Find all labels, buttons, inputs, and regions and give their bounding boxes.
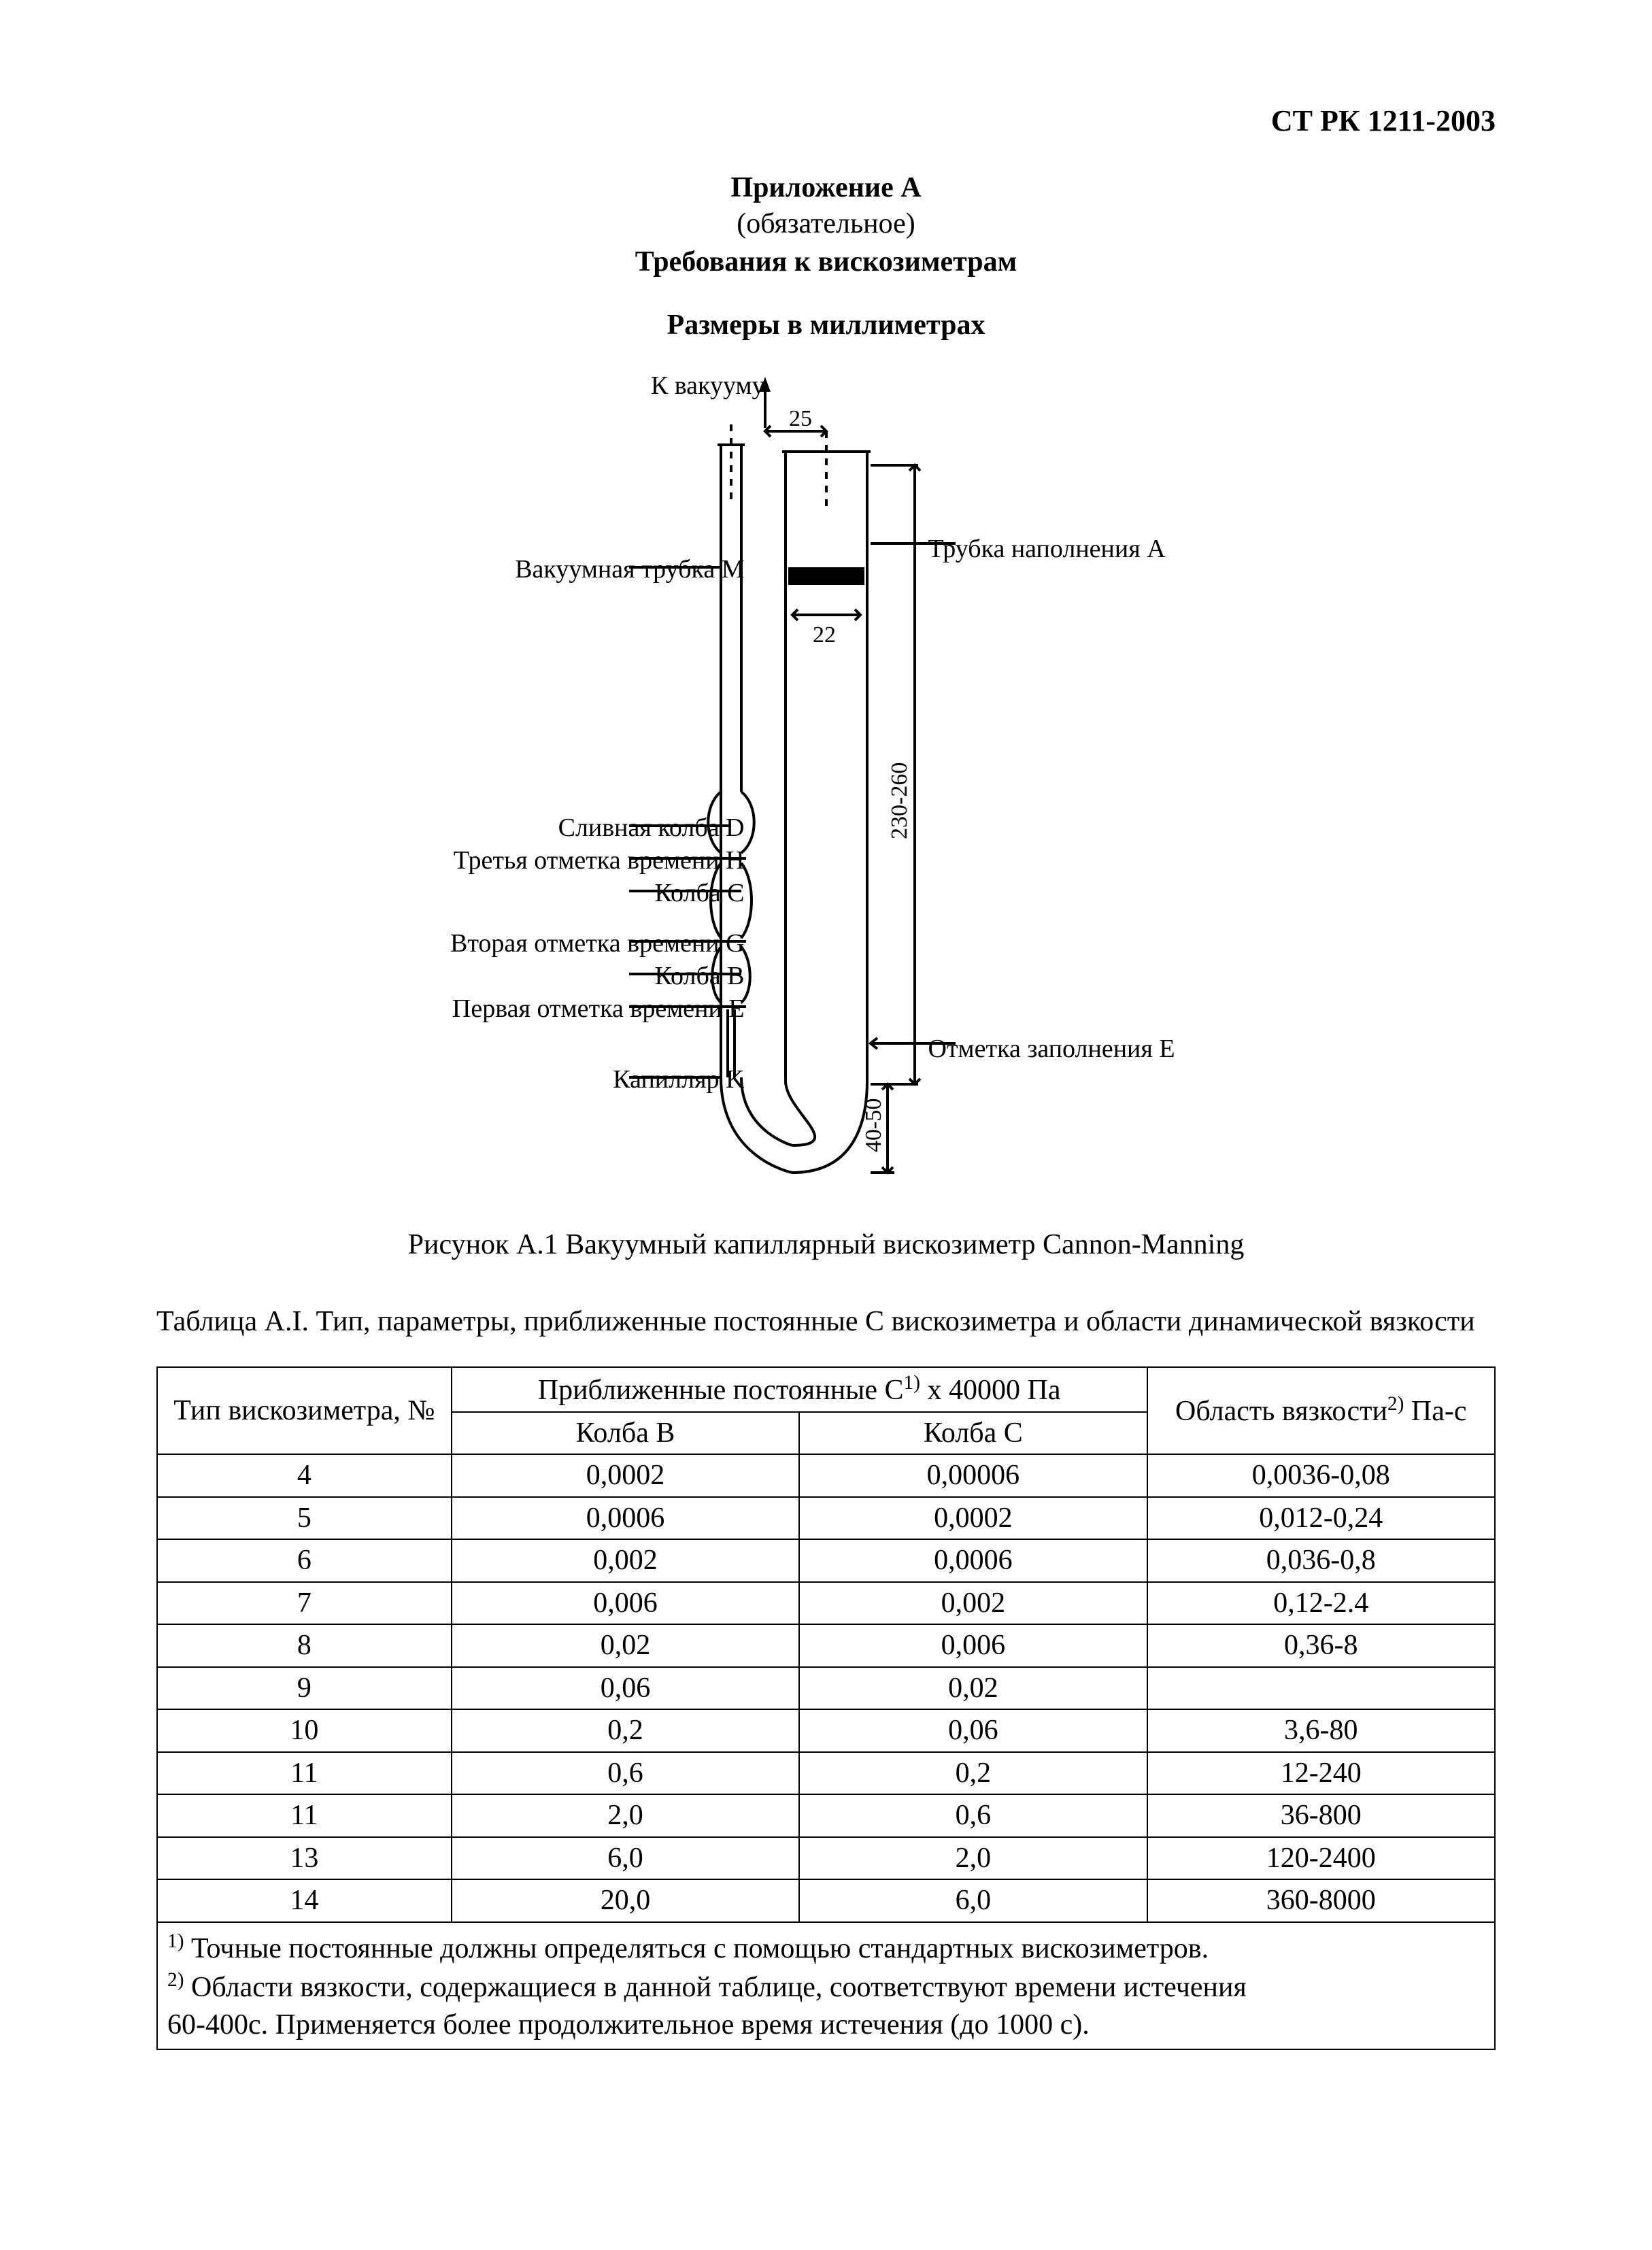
- page: СТ РК 1211-2003 Приложение А (обязательн…: [0, 0, 1652, 2250]
- appendix-heading: Требования к вискозиметрам: [156, 244, 1496, 280]
- viscometer-svg: 25 22 230-260 40-50: [588, 363, 1064, 1200]
- dim-25: 25: [789, 406, 812, 431]
- table-row: 40,00020,000060,0036-0,08: [157, 1454, 1495, 1497]
- dim-230-260: 230-260: [887, 762, 912, 839]
- th-bulb-b: Колба В: [452, 1412, 799, 1455]
- th-type: Тип вискозиметра, №: [157, 1367, 452, 1454]
- table-row: 1420,06,0360-8000: [157, 1879, 1495, 1922]
- th-bulb-c: Колба С: [799, 1412, 1147, 1455]
- table-row: 70,0060,0020,12-2.4: [157, 1582, 1495, 1625]
- document-code: СТ РК 1211-2003: [1271, 102, 1496, 139]
- table-row: 90,060,02: [157, 1667, 1495, 1710]
- table-row: 60,0020,00060,036-0,8: [157, 1539, 1495, 1582]
- viscometer-table: Тип вискозиметра, № Приближенные постоян…: [156, 1366, 1496, 2050]
- table-row: 80,020,0060,36-8: [157, 1624, 1495, 1667]
- dim-40-50: 40-50: [861, 1098, 886, 1152]
- table-row: 110,60,212-240: [157, 1752, 1495, 1795]
- dimensions-heading: Размеры в миллиметрах: [156, 307, 1496, 343]
- table-body: 40,00020,000060,0036-0,08 50,00060,00020…: [157, 1454, 1495, 2049]
- table-footnotes: 1) Точные постоянные должны определяться…: [157, 1922, 1495, 2050]
- th-range: Область вязкости2) Па-с: [1147, 1367, 1495, 1454]
- appendix-title: Приложение А: [156, 170, 1496, 206]
- appendix-subtitle: (обязательное): [156, 206, 1496, 242]
- table-footnotes-row: 1) Точные постоянные должны определяться…: [157, 1922, 1495, 2050]
- table-row: 50,00060,00020,012-0,24: [157, 1497, 1495, 1540]
- th-constants: Приближенные постоянные С1) х 40000 Па: [452, 1367, 1147, 1412]
- dim-22: 22: [813, 622, 836, 648]
- page-header: Приложение А (обязательное) Требования к…: [156, 170, 1496, 343]
- table-row: 136,02,0120-2400: [157, 1837, 1495, 1880]
- figure-caption: Рисунок А.1 Вакуумный капиллярный вискоз…: [156, 1227, 1496, 1263]
- table-row: 100,20,063,6-80: [157, 1709, 1495, 1752]
- figure-viscometer: К вакууму Вакуумная трубка М Сливная кол…: [384, 363, 1268, 1200]
- table-title: Таблица А.I. Тип, параметры, приближенны…: [156, 1304, 1496, 1340]
- table-header-row-1: Тип вискозиметра, № Приближенные постоян…: [157, 1367, 1495, 1412]
- table-row: 112,00,636-800: [157, 1794, 1495, 1837]
